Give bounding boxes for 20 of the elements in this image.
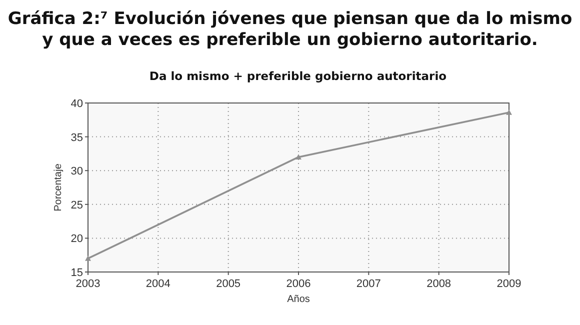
x-tick-label: 2006	[286, 278, 311, 290]
point	[296, 154, 302, 160]
x-tick-label: 2008	[426, 278, 452, 290]
chart-title: Gráfica 2:⁷ Evolución jóvenes que piensan que da lo mismo y que a veces es preferible un gobierno autoritario.	[8, 9, 572, 50]
x-axis-title: Años	[287, 294, 310, 305]
y-tick-label: 30	[70, 166, 83, 178]
x-tick-label: 2005	[216, 278, 241, 290]
x-tick-label: 2007	[356, 278, 381, 290]
x-tick-label: 2004	[146, 278, 170, 290]
y-tick-label: 25	[70, 199, 83, 212]
x-tick-label: 2003	[76, 278, 100, 290]
y-tick-label: 20	[70, 233, 83, 246]
y-tick-label: 35	[70, 132, 83, 144]
point	[85, 255, 91, 261]
x-tick-label: 2009	[496, 278, 522, 290]
y-axis-title: Porcentaje	[53, 163, 64, 212]
y-tick-label: 40	[70, 98, 83, 110]
y-tick-label: 15	[70, 267, 83, 279]
point	[506, 109, 512, 115]
chart-subtitle: Da lo mismo + preferible gobierno autoritario	[149, 69, 447, 83]
